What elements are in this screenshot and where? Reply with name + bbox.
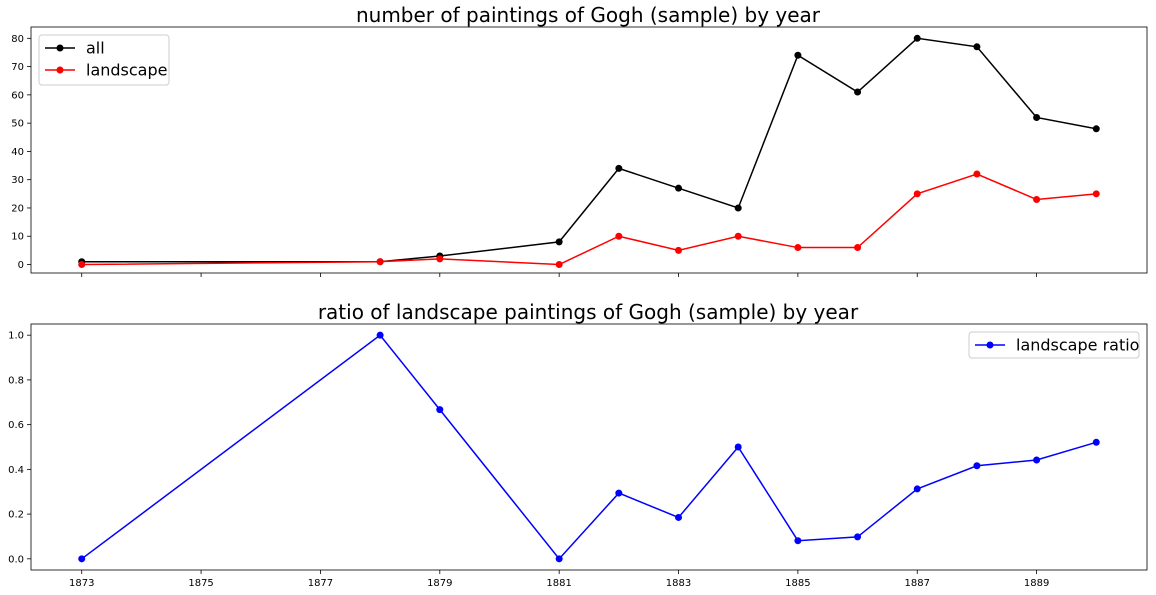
axis-ticks: 0 10 20 30 40 50 60 70 80 (11, 34, 1037, 277)
series-line-all (81, 37, 1097, 263)
data-point-landscape (913, 190, 921, 198)
data-point-all (1033, 113, 1041, 121)
data-point-landscape-ratio (973, 462, 981, 470)
data-point-all (794, 51, 802, 59)
data-point-landscape-ratio (376, 331, 384, 339)
y-tick-label: 60 (11, 90, 24, 101)
data-point-landscape (794, 244, 802, 252)
data-point-landscape-ratio (794, 537, 802, 545)
landscape-ratio-chart: ratio of landscape paintings of Gogh (sa… (8, 300, 1148, 589)
legend-marker (56, 66, 64, 74)
legend-marker (56, 44, 64, 52)
data-point-all (1092, 125, 1100, 133)
y-tick-label: 1.0 (8, 331, 24, 342)
y-tick-label: 0.8 (8, 375, 24, 386)
data-point-all (913, 34, 921, 42)
y-tick-label: 30 (11, 175, 24, 186)
y-tick-label: 70 (11, 62, 24, 73)
data-point-landscape-ratio (734, 443, 742, 451)
data-point-landscape-ratio (1033, 456, 1041, 464)
data-point-landscape (973, 170, 981, 178)
data-point-landscape (675, 246, 683, 254)
y-tick-label: 0.2 (8, 510, 24, 521)
y-tick-label: 0 (18, 260, 24, 271)
series-layer (78, 34, 1100, 269)
y-tick-label: 20 (11, 203, 24, 214)
data-point-landscape-ratio (555, 555, 563, 563)
x-tick-label: 1873 (69, 578, 94, 589)
data-point-landscape-ratio (1092, 438, 1100, 446)
x-tick-label: 1885 (785, 578, 810, 589)
data-point-all (973, 43, 981, 51)
data-point-all (675, 184, 683, 192)
y-tick-label: 0.4 (8, 465, 24, 476)
data-point-landscape (734, 232, 742, 240)
data-point-landscape-ratio (615, 489, 623, 497)
data-point-landscape (436, 255, 444, 263)
data-point-landscape (1092, 190, 1100, 198)
data-point-all (734, 204, 742, 212)
legend-label: all (86, 39, 105, 58)
data-point-landscape-ratio (675, 513, 683, 521)
legend-label: landscape ratio (1016, 336, 1139, 355)
legend-label: landscape (86, 61, 167, 80)
paintings-count-chart: number of paintings of Gogh (sample) by … (11, 3, 1148, 277)
data-point-landscape (376, 258, 384, 266)
y-tick-label: 0.0 (8, 554, 24, 565)
chart-title: number of paintings of Gogh (sample) by … (356, 3, 821, 27)
data-point-landscape (615, 232, 623, 240)
data-point-landscape (78, 261, 86, 269)
series-line-landscape-ratio (81, 334, 1097, 560)
series-layer (78, 331, 1100, 563)
legend: landscape ratio (968, 331, 1140, 359)
chart-title: ratio of landscape paintings of Gogh (sa… (318, 300, 859, 324)
y-tick-label: 40 (11, 147, 24, 158)
x-tick-label: 1875 (188, 578, 213, 589)
data-point-landscape-ratio (913, 485, 921, 493)
y-tick-label: 50 (11, 119, 24, 130)
x-tick-label: 1877 (308, 578, 333, 589)
x-tick-label: 1883 (666, 578, 691, 589)
y-tick-label: 0.6 (8, 420, 24, 431)
legend-frame (968, 331, 1140, 359)
data-point-all (555, 238, 563, 246)
legend-marker (986, 341, 994, 349)
data-point-all (615, 164, 623, 172)
data-point-landscape-ratio (78, 555, 86, 563)
legend: all landscape (38, 34, 170, 86)
data-point-all (854, 88, 862, 96)
data-point-landscape-ratio (436, 406, 444, 414)
y-tick-label: 80 (11, 34, 24, 45)
series-line-landscape (81, 173, 1097, 266)
data-point-landscape (854, 244, 862, 252)
axis-ticks: 0.0 0.2 0.4 0.6 0.8 1.0 1873 1875 1877 1879 1881 18… (8, 331, 1049, 589)
y-tick-label: 10 (11, 232, 24, 243)
x-tick-label: 1887 (905, 578, 930, 589)
x-tick-label: 1881 (546, 578, 571, 589)
x-tick-label: 1889 (1024, 578, 1049, 589)
plot-area-frame (30, 26, 1148, 274)
data-point-landscape (555, 261, 563, 269)
x-tick-label: 1879 (427, 578, 452, 589)
plot-area-frame (30, 323, 1148, 571)
data-point-landscape-ratio (854, 533, 862, 541)
data-point-landscape (1033, 195, 1041, 203)
